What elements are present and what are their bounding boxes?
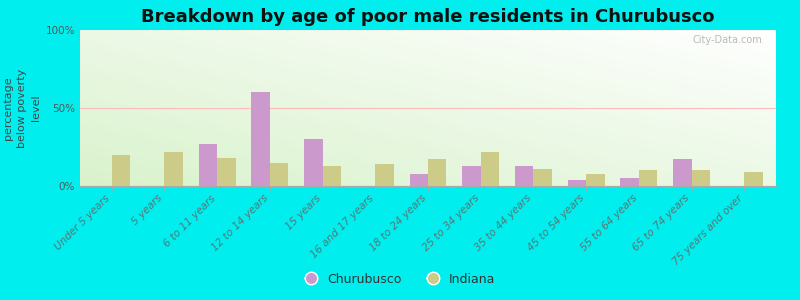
Bar xyxy=(481,152,499,186)
Bar xyxy=(515,166,534,186)
Bar xyxy=(462,166,481,186)
Bar xyxy=(270,163,288,186)
Bar xyxy=(410,173,428,186)
Bar xyxy=(428,160,446,186)
Bar xyxy=(673,160,692,186)
Bar xyxy=(217,158,235,186)
Bar xyxy=(112,155,130,186)
Bar xyxy=(621,178,639,186)
Legend: Churubusco, Indiana: Churubusco, Indiana xyxy=(300,268,500,291)
Bar xyxy=(322,166,341,186)
Y-axis label: percentage
below poverty
level: percentage below poverty level xyxy=(3,68,42,148)
Bar xyxy=(639,170,658,186)
Bar xyxy=(568,180,586,186)
Bar xyxy=(304,139,322,186)
Text: City-Data.com: City-Data.com xyxy=(692,35,762,45)
Bar xyxy=(744,172,763,186)
Bar xyxy=(375,164,394,186)
Bar xyxy=(692,170,710,186)
Title: Breakdown by age of poor male residents in Churubusco: Breakdown by age of poor male residents … xyxy=(142,8,714,26)
Bar xyxy=(586,173,605,186)
Bar xyxy=(198,144,217,186)
Bar xyxy=(534,169,552,186)
Bar xyxy=(164,152,183,186)
Bar xyxy=(251,92,270,186)
